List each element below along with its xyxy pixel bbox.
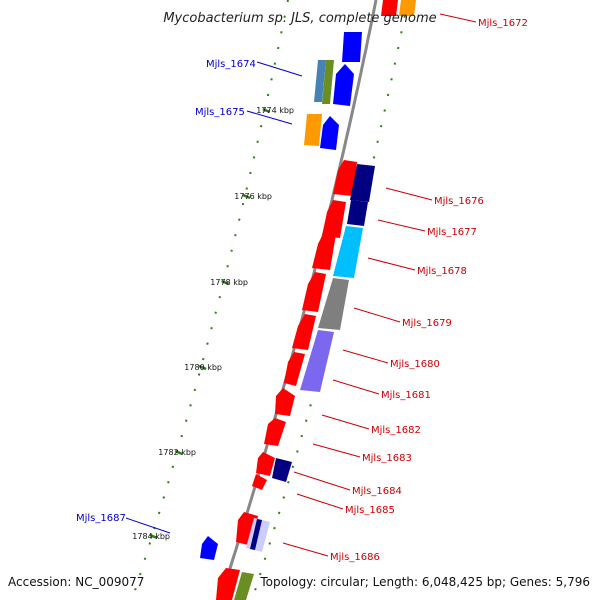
gene-label-reverse[interactable]: Mjls_1678 [417,266,467,277]
dotted-guide-line [131,0,289,600]
scale-tick [242,193,251,200]
scale-label: 1782 kbp [158,448,196,457]
accession-text: Accession: NC_009077 [8,575,144,589]
gene-label-forward[interactable]: Mjls_1687 [76,513,126,524]
scale-tick [174,449,183,456]
gene-label-reverse[interactable]: Mjls_1672 [478,18,528,29]
scale-label: 1780 kbp [184,363,222,372]
gene-feature-navy[interactable] [250,519,262,550]
scale-label: 1774 kbp [256,106,294,115]
label-leader-line [293,471,351,491]
gene-feature-red[interactable] [252,474,267,490]
gene-feature-red[interactable] [381,0,398,16]
gene-feature-red[interactable] [302,272,326,312]
gene-feature-blue[interactable] [320,116,339,150]
gene-label-reverse[interactable]: Mjls_1677 [427,227,477,238]
gene-feature-blue[interactable] [342,32,362,62]
gene-label-forward[interactable]: Mjls_1675 [195,107,245,118]
scale-tick [149,533,158,540]
label-leader-line [246,110,293,125]
gene-feature-orange[interactable] [399,0,416,16]
scale-labels: 1774 kbp 1776 kbp 1778 kbp 1780 kbp 1782… [132,106,294,541]
gene-feature-red[interactable] [322,200,346,238]
label-leader-line [342,349,389,364]
topology-text: Topology: circular; Length: 6,048,425 bp… [259,575,590,589]
gene-label-reverse[interactable]: Mjls_1680 [390,359,440,370]
scale-tick [221,279,230,286]
label-leader-line [312,443,361,458]
gene-label-forward[interactable]: Mjls_1674 [206,59,256,70]
gene-label-reverse[interactable]: Mjls_1683 [362,453,412,464]
gene-label-reverse[interactable]: Mjls_1679 [402,318,452,329]
reverse-gene-labels: Mjls_1672 Mjls_1676 Mjls_1677 Mjls_1678 … [330,18,528,563]
gene-feature-blue[interactable] [333,64,354,106]
gene-feature-olive[interactable] [322,60,334,104]
gene-feature-orange[interactable] [304,114,322,146]
gene-label-reverse[interactable]: Mjls_1685 [345,505,395,516]
gene-feature-gray[interactable] [318,278,349,330]
label-leader-line [377,219,426,232]
scale-tick [262,107,271,114]
label-leaders [125,13,477,557]
scale-label: 1778 kbp [210,278,248,287]
scale-label: 1784 kbp [132,532,170,541]
gene-label-reverse[interactable]: Mjls_1676 [434,196,484,207]
gene-feature-steel[interactable] [314,60,326,102]
label-leader-line [256,61,303,77]
gene-feature-red[interactable] [275,388,295,416]
gene-feature-navy[interactable] [272,458,292,482]
gene-feature-red[interactable] [333,160,357,196]
gene-feature-purple[interactable] [300,330,334,392]
gene-features [200,0,416,600]
label-leader-line [367,257,416,271]
gene-label-reverse[interactable]: Mjls_1682 [371,425,421,436]
label-leader-line [385,187,433,201]
gene-label-reverse[interactable]: Mjls_1681 [381,390,431,401]
gene-feature-cyan[interactable] [333,226,363,278]
forward-gene-labels: Mjls_1674 Mjls_1675 Mjls_1687 [76,59,256,524]
gene-feature-red[interactable] [256,452,275,476]
gene-label-reverse[interactable]: Mjls_1684 [352,486,402,497]
gene-feature-red[interactable] [216,568,240,600]
label-leader-line [439,13,477,23]
gene-feature-red[interactable] [312,232,336,270]
gene-label-reverse[interactable]: Mjls_1686 [330,552,380,563]
label-leader-line [282,542,329,557]
gene-feature-red[interactable] [264,418,286,446]
gene-feature-blue[interactable] [200,536,218,560]
gene-feature-navy[interactable] [347,200,368,226]
label-leader-line [332,379,380,395]
label-leader-line [321,414,370,430]
map-title: Mycobacterium sp. JLS, complete genome [163,11,436,26]
gene-feature-red[interactable] [292,314,316,350]
label-leader-line [125,517,171,534]
scale-label: 1776 kbp [234,192,272,201]
label-leader-line [296,493,344,510]
label-leader-line [353,307,401,323]
gene-feature-navy[interactable] [350,164,375,202]
scale-tick [198,364,207,371]
gene-feature-olive[interactable] [234,572,254,600]
scale-ticks [149,107,271,540]
gene-feature-red[interactable] [284,352,305,386]
